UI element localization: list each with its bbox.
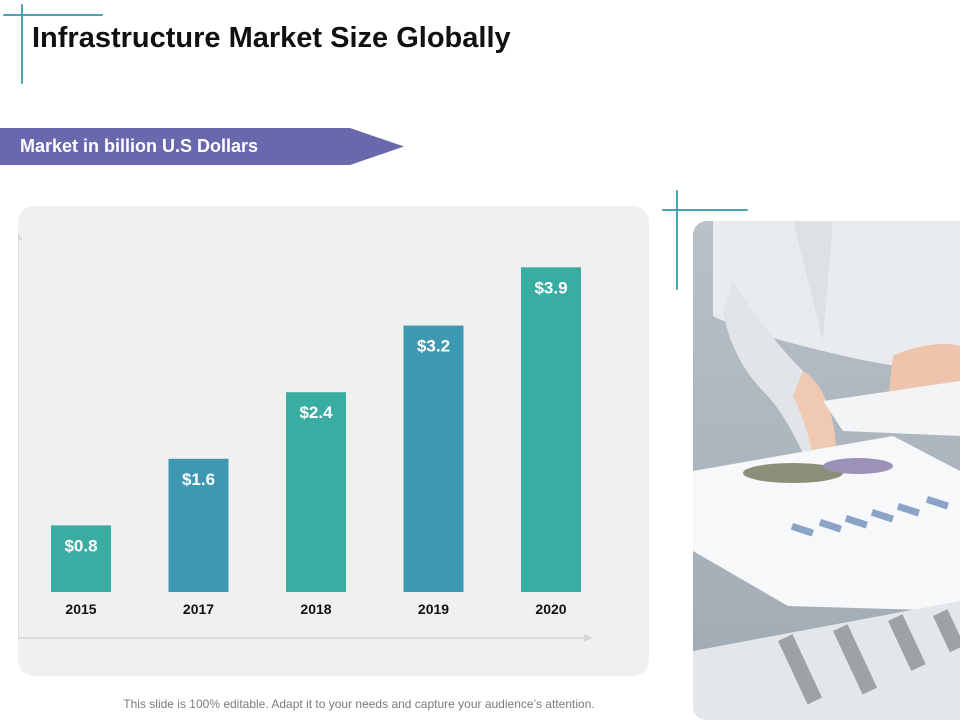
x-tick-label-2017: 2017 <box>183 601 214 617</box>
chart-panel: $0.8 2015 $1.6 2017 $2.4 2018 $3.2 2019 $3.9 2020 <box>18 206 649 676</box>
x-axis-arrow <box>584 634 592 642</box>
y-axis-arrow <box>18 232 22 240</box>
bar-2015 <box>51 525 111 592</box>
x-tick-label-2019: 2019 <box>418 601 449 617</box>
bar-2018 <box>286 392 346 592</box>
slide-title: Infrastructure Market Size Globally <box>32 22 511 54</box>
bar-2017 <box>168 458 229 592</box>
decorative-line-vertical <box>21 4 23 84</box>
bar-2020 <box>521 267 581 592</box>
decorative-line-horizontal <box>662 209 748 211</box>
bar-chart: $0.8 2015 $1.6 2017 $2.4 2018 $3.2 2019 $3.9 2020 <box>18 232 592 642</box>
bar-2019 <box>403 325 464 592</box>
data-label-2017: $1.6 <box>182 470 215 489</box>
data-label-2018: $2.4 <box>299 403 333 422</box>
data-label-2019: $3.2 <box>417 337 450 356</box>
data-label-2020: $3.9 <box>534 278 567 297</box>
business-meeting-photo <box>693 221 960 720</box>
banner-label: Market in billion U.S Dollars <box>20 136 259 156</box>
data-label-2015: $0.8 <box>64 536 97 555</box>
decorative-line-vertical <box>676 190 678 290</box>
x-tick-label-2018: 2018 <box>300 601 331 617</box>
x-tick-label-2020: 2020 <box>535 601 566 617</box>
footer-note: This slide is 100% editable. Adapt it to… <box>123 697 595 711</box>
decorative-line-horizontal <box>3 14 103 16</box>
x-tick-label-2015: 2015 <box>65 601 96 617</box>
subtitle-banner: Market in billion U.S Dollars <box>0 128 404 165</box>
